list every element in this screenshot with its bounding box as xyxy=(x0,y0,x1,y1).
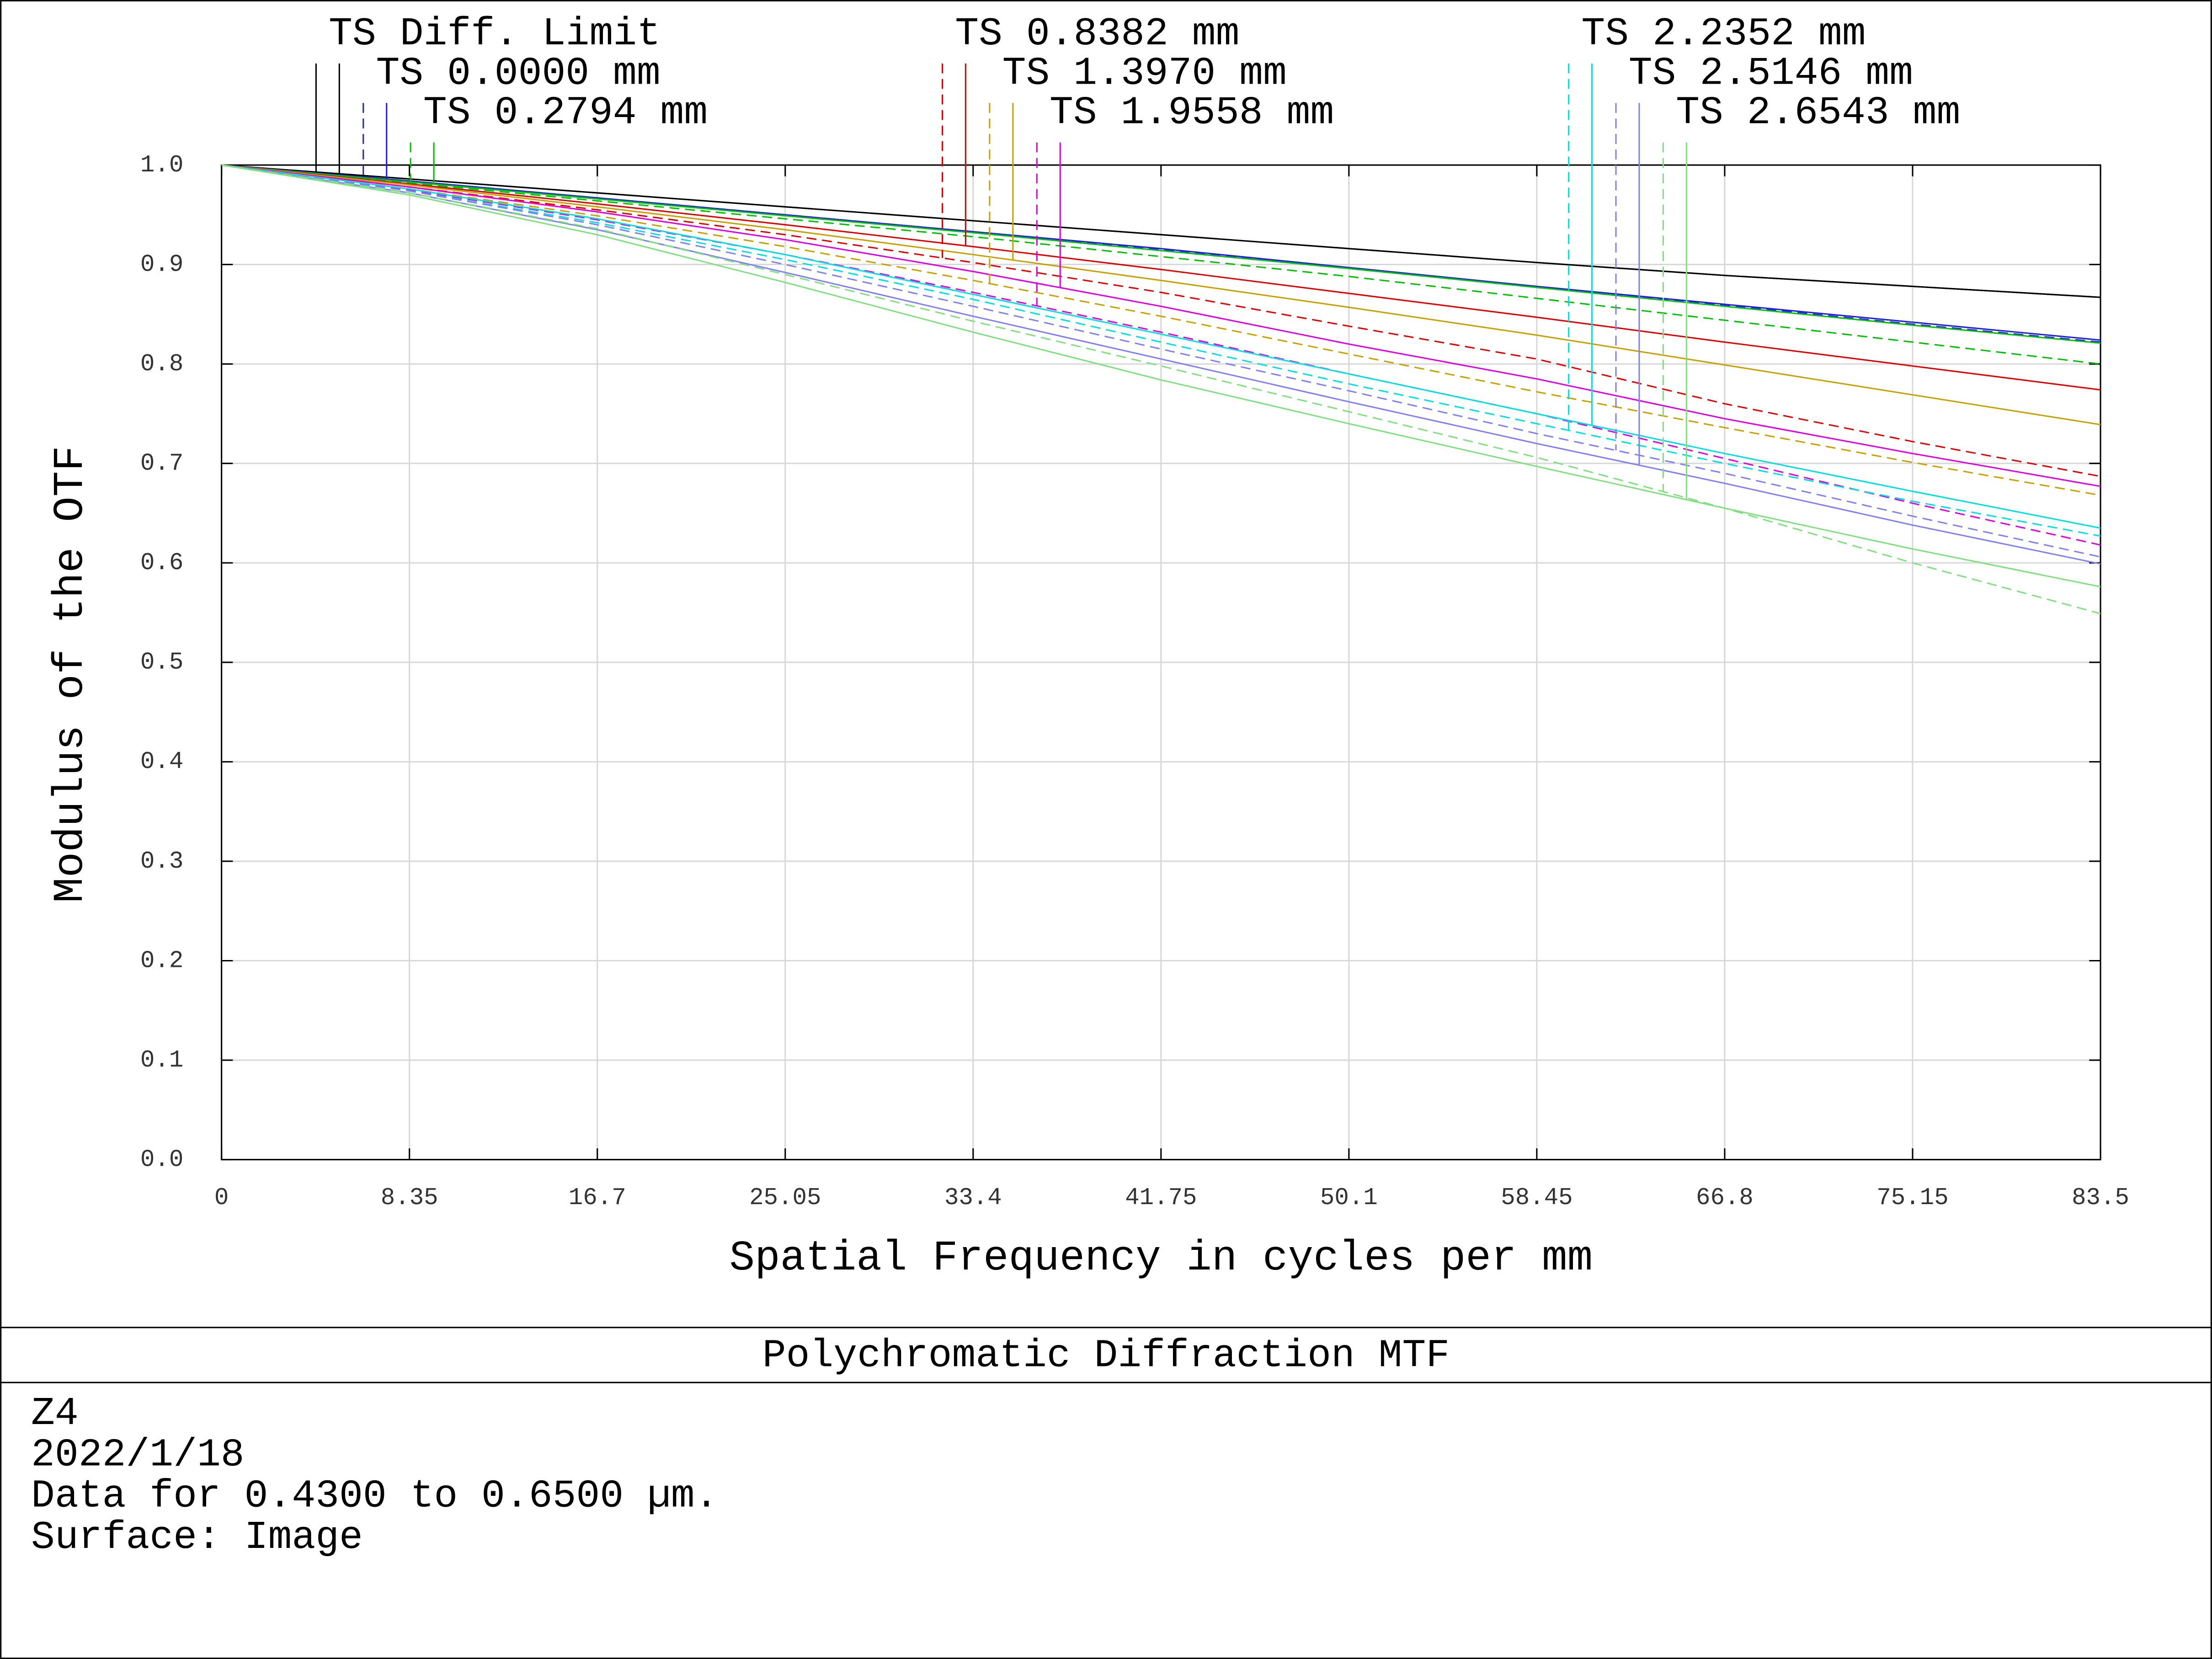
info-line: Z4 xyxy=(31,1391,79,1436)
x-tick-label: 41.75 xyxy=(1125,1184,1197,1211)
y-tick-label: 0.9 xyxy=(140,251,183,278)
mtf-line xyxy=(221,164,2101,537)
legend-label: TS 1.3970 mm xyxy=(1002,51,1287,96)
mtf-line xyxy=(221,164,2101,614)
info-line: Surface: Image xyxy=(31,1515,363,1560)
legend-label: TS 1.9558 mm xyxy=(1050,91,1334,135)
mtf-line xyxy=(221,164,2101,477)
y-tick-label: 0.3 xyxy=(140,848,183,875)
y-tick-label: 0.2 xyxy=(140,947,183,974)
info-line: Data for 0.4300 to 0.6500 µm. xyxy=(31,1474,718,1519)
mtf-line xyxy=(221,164,2101,587)
y-axis-label: Modulus of the OTF xyxy=(47,446,95,903)
x-tick-label: 16.7 xyxy=(569,1184,626,1211)
y-tick-label: 0.4 xyxy=(140,748,183,775)
legend-label: TS 2.6543 mm xyxy=(1676,91,1960,135)
x-tick-label: 0 xyxy=(214,1184,229,1211)
y-tick-label: 0.0 xyxy=(140,1146,183,1173)
mtf-line xyxy=(221,164,2101,529)
legend-label: TS Diff. Limit xyxy=(329,11,661,56)
legend-label: TS 0.2794 mm xyxy=(423,91,708,135)
plot: 0.0 0.1 0.2 0.3 0.4 0.5 0.6 0.7 0.8 0.9 1.0 0 8.35 16… xyxy=(140,151,2129,1211)
mtf-line xyxy=(221,164,2101,487)
info-line: 2022/1/18 xyxy=(31,1432,245,1477)
plot-border xyxy=(221,164,2101,1161)
mtf-line xyxy=(221,164,2101,496)
chart-title: Polychromatic Diffraction MTF xyxy=(762,1333,1450,1378)
x-tick-label: 58.45 xyxy=(1501,1184,1572,1211)
legend-label: TS 0.0000 mm xyxy=(376,51,661,96)
mtf-line xyxy=(221,164,2101,558)
x-tick-label: 66.8 xyxy=(1696,1184,1754,1211)
mtf-line xyxy=(221,164,2101,298)
legend-label: TS 0.8382 mm xyxy=(955,11,1239,56)
x-tick-label: 33.4 xyxy=(944,1184,1002,1211)
y-tick-label: 0.8 xyxy=(140,350,183,378)
x-tick-label: 8.35 xyxy=(381,1184,438,1211)
legend-label: TS 2.5146 mm xyxy=(1629,51,1913,96)
mtf-line xyxy=(221,164,2101,344)
mtf-line xyxy=(221,164,2101,391)
legend-label: TS 2.2352 mm xyxy=(1581,11,1866,56)
mtf-line xyxy=(221,164,2101,343)
x-axis-label: Spatial Frequency in cycles per mm xyxy=(730,1234,1593,1282)
y-tick-label: 0.5 xyxy=(140,649,183,676)
x-tick-label: 83.5 xyxy=(2072,1184,2129,1211)
y-tick-label: 0.7 xyxy=(140,450,183,477)
y-tick-label: 0.1 xyxy=(140,1046,183,1074)
mtf-line xyxy=(221,164,2101,546)
mtf-line xyxy=(221,164,2101,426)
mtf-line xyxy=(221,164,2101,365)
y-tick-label: 0.6 xyxy=(140,549,183,576)
y-tick-label: 1.0 xyxy=(140,151,183,179)
x-tick-label: 25.05 xyxy=(749,1184,821,1211)
x-tick-label: 50.1 xyxy=(1320,1184,1378,1211)
x-tick-label: 75.15 xyxy=(1876,1184,1948,1211)
